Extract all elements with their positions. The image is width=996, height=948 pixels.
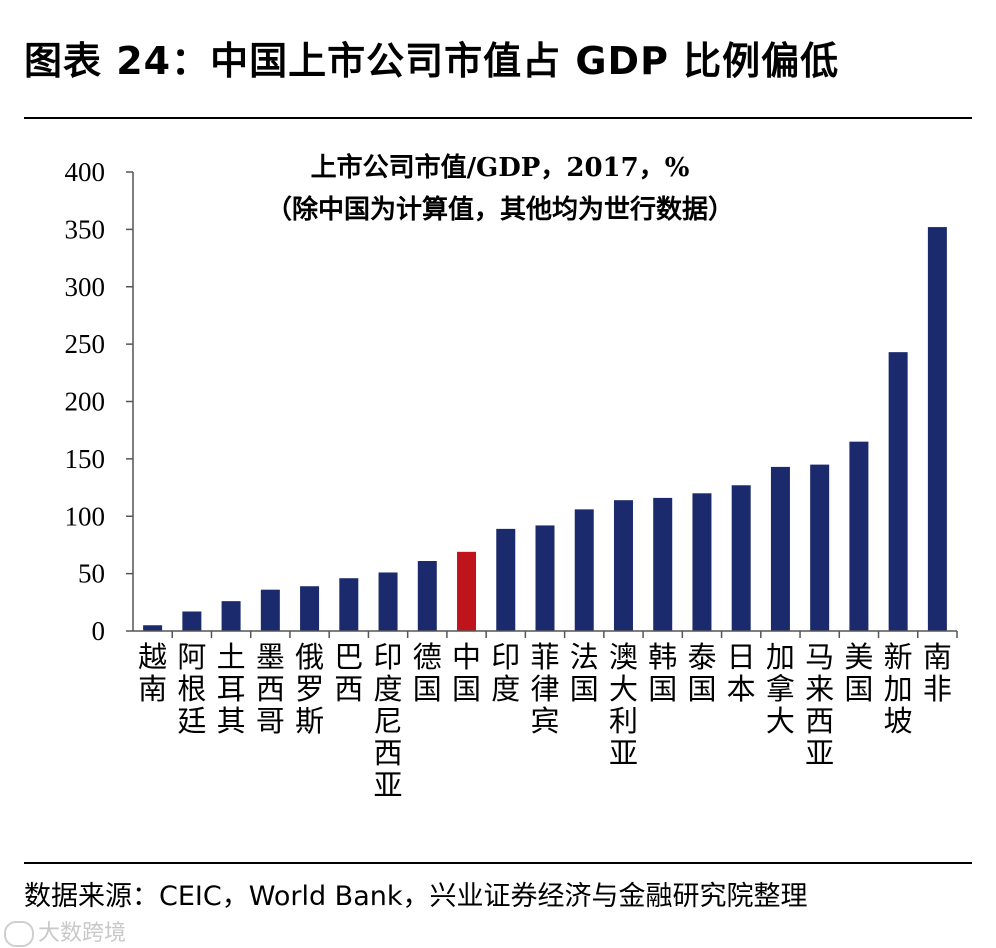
bar — [692, 493, 712, 631]
x-tick-label: 墨西哥 — [256, 640, 285, 738]
y-tick-label: 300 — [65, 272, 106, 302]
y-tick-label: 200 — [65, 387, 106, 417]
x-tick-label: 越南 — [138, 640, 167, 706]
y-tick-label: 400 — [65, 157, 106, 187]
x-axis-labels: 越南阿根廷土耳其墨西哥俄罗斯巴西印度尼西亚德国中国印度菲律宾法国澳大利亚韩国泰国… — [138, 631, 958, 802]
y-tick-label: 350 — [65, 214, 106, 244]
x-tick-label: 韩国 — [648, 640, 677, 706]
x-tick-label: 印度尼西亚 — [374, 640, 403, 802]
chart-title: 上市公司市值/GDP，2017，% — [311, 152, 690, 183]
bar — [457, 551, 477, 631]
bar — [535, 525, 555, 631]
bar — [417, 561, 437, 631]
x-tick-label: 新加坡 — [884, 640, 913, 738]
x-tick-label: 巴西 — [334, 640, 363, 706]
x-tick-label: 德国 — [413, 640, 442, 706]
bar — [300, 586, 320, 631]
x-tick-label: 印度 — [491, 640, 520, 706]
x-tick-label: 美国 — [844, 640, 873, 706]
x-tick-label: 加拿大 — [766, 640, 795, 738]
bar — [574, 509, 594, 631]
bar — [496, 528, 516, 631]
y-tick-label: 150 — [65, 444, 106, 474]
watermark-text: 大数跨境 — [38, 921, 127, 946]
y-axis-ticks: 0 50 100 150 200 250 300 350 400 — [65, 157, 133, 646]
bar — [849, 441, 869, 631]
x-tick-label: 法国 — [570, 640, 599, 706]
bar — [927, 227, 947, 631]
x-tick-label: 泰国 — [687, 640, 716, 706]
watermark: 大数跨境 — [4, 915, 126, 947]
y-tick-label: 100 — [65, 501, 106, 531]
bar — [770, 466, 790, 631]
bottom-rule — [24, 862, 972, 864]
x-tick-label: 土耳其 — [217, 640, 246, 738]
x-tick-label: 日本 — [727, 640, 756, 706]
x-tick-label: 中国 — [452, 640, 481, 706]
bar — [653, 497, 673, 631]
bar — [731, 485, 751, 631]
bar — [260, 589, 280, 631]
y-tick-label: 0 — [92, 616, 106, 646]
x-tick-label: 澳大利亚 — [609, 640, 638, 770]
watermark-logo-icon — [4, 921, 34, 947]
x-tick-label: 南非 — [923, 640, 952, 706]
bar — [613, 500, 633, 631]
bar — [888, 352, 908, 631]
chart-subtitle: （除中国为计算值，其他均为世行数据） — [266, 194, 734, 225]
bars — [143, 227, 947, 631]
bar-chart: 0 50 100 150 200 250 300 350 400 越南阿根廷土耳其墨西哥俄罗斯巴… — [65, 152, 958, 802]
y-tick-label: 250 — [65, 329, 106, 359]
x-tick-label: 俄罗斯 — [295, 640, 324, 738]
x-tick-label: 马来西亚 — [805, 640, 834, 770]
bar — [339, 578, 359, 631]
x-tick-label: 菲律宾 — [530, 640, 559, 738]
bar — [182, 611, 202, 631]
top-rule — [24, 117, 972, 119]
source-note: 数据来源：CEIC，World Bank，兴业证券经济与金融研究院整理 — [24, 881, 808, 912]
figure-title: 图表 24：中国上市公司市值占 GDP 比例偏低 — [24, 39, 840, 83]
y-tick-label: 50 — [78, 559, 105, 589]
x-tick-label: 阿根廷 — [177, 640, 206, 738]
bar — [143, 625, 163, 631]
bar — [378, 572, 398, 631]
bar — [221, 601, 241, 631]
bar — [810, 464, 830, 631]
